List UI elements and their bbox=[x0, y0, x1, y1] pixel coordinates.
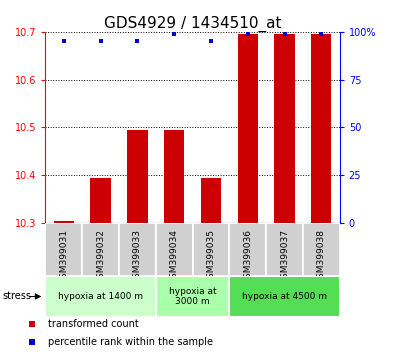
Bar bbox=[229, 276, 340, 317]
Bar bbox=[311, 34, 331, 223]
Text: transformed count: transformed count bbox=[48, 319, 138, 329]
Bar bbox=[303, 223, 340, 276]
Bar bbox=[238, 34, 258, 223]
Text: GSM399038: GSM399038 bbox=[317, 229, 326, 284]
Text: GSM399037: GSM399037 bbox=[280, 229, 289, 284]
Bar bbox=[266, 223, 303, 276]
Bar bbox=[90, 178, 111, 223]
Bar bbox=[119, 223, 156, 276]
Bar bbox=[156, 276, 229, 317]
Bar bbox=[156, 223, 193, 276]
Text: hypoxia at 4500 m: hypoxia at 4500 m bbox=[242, 292, 327, 301]
Bar bbox=[193, 223, 229, 276]
Text: hypoxia at
3000 m: hypoxia at 3000 m bbox=[169, 287, 216, 306]
Bar bbox=[127, 130, 147, 223]
Bar bbox=[45, 223, 82, 276]
Bar bbox=[229, 223, 266, 276]
Bar bbox=[54, 221, 74, 223]
Bar bbox=[82, 223, 119, 276]
Bar bbox=[201, 178, 221, 223]
Text: GSM399034: GSM399034 bbox=[170, 229, 179, 284]
Bar bbox=[164, 130, 184, 223]
Text: hypoxia at 1400 m: hypoxia at 1400 m bbox=[58, 292, 143, 301]
Text: GSM399036: GSM399036 bbox=[243, 229, 252, 284]
Bar bbox=[275, 34, 295, 223]
Text: GSM399031: GSM399031 bbox=[59, 229, 68, 284]
Text: GSM399035: GSM399035 bbox=[207, 229, 215, 284]
Text: stress: stress bbox=[2, 291, 31, 302]
Text: GSM399033: GSM399033 bbox=[133, 229, 142, 284]
Bar bbox=[45, 276, 156, 317]
Text: percentile rank within the sample: percentile rank within the sample bbox=[48, 337, 213, 347]
Title: GDS4929 / 1434510_at: GDS4929 / 1434510_at bbox=[104, 16, 281, 32]
Text: GSM399032: GSM399032 bbox=[96, 229, 105, 284]
